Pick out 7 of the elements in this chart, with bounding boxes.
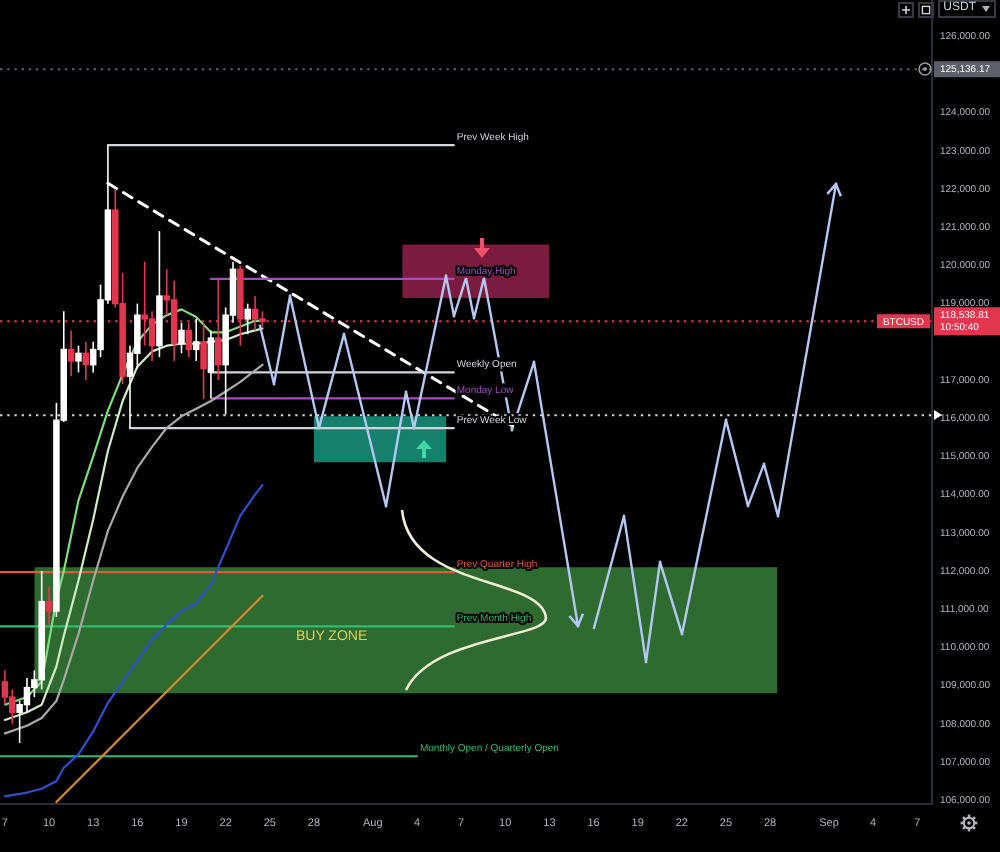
candlestick [45,585,53,626]
candlestick [67,329,75,378]
candlestick [192,318,200,362]
candlestick [75,344,82,374]
candlestick [178,321,185,355]
candlestick [244,302,251,335]
candlestick [207,329,215,400]
